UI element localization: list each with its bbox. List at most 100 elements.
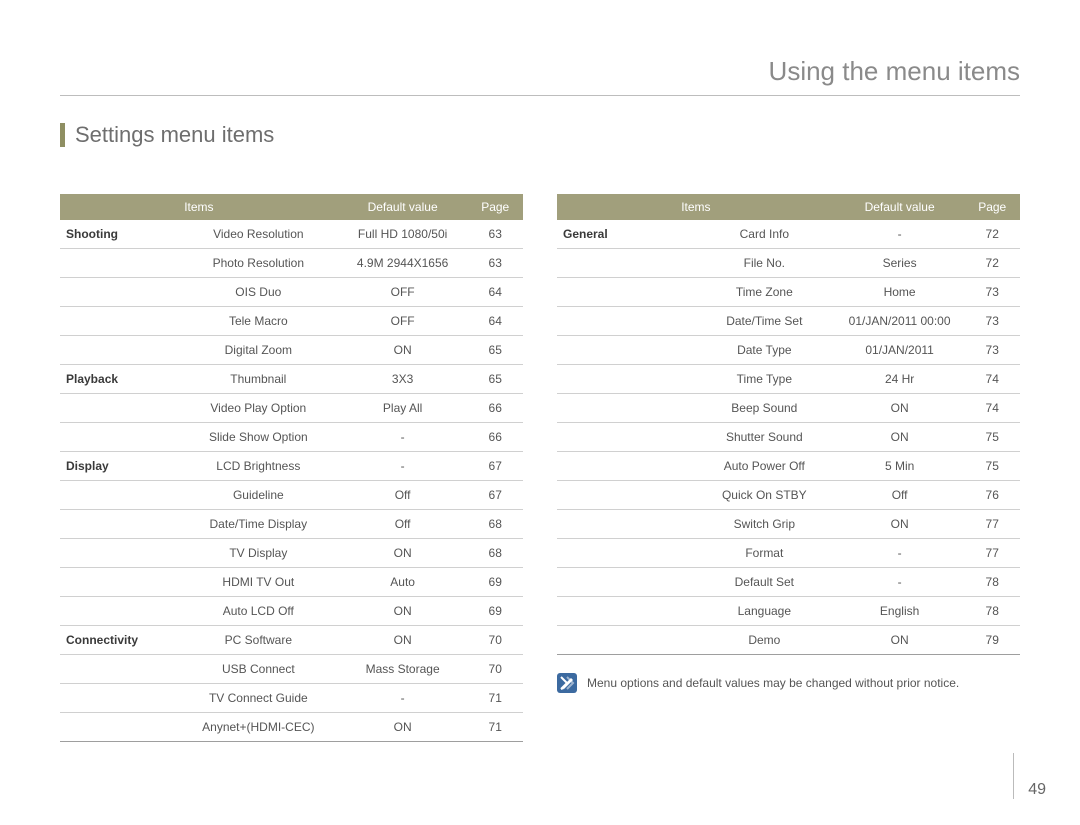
- table-row: Digital ZoomON65: [60, 336, 523, 365]
- table-row: Photo Resolution4.9M 2944X165663: [60, 249, 523, 278]
- table-row: USB ConnectMass Storage70: [60, 655, 523, 684]
- page-cell: 65: [467, 336, 523, 365]
- item-cell: Video Resolution: [179, 220, 338, 249]
- header-page: Page: [467, 194, 523, 220]
- item-cell: PC Software: [179, 626, 338, 655]
- page-cell: 72: [964, 249, 1020, 278]
- default-value-cell: ON: [835, 394, 965, 423]
- note-icon: [557, 673, 577, 693]
- default-value-cell: -: [835, 539, 965, 568]
- default-value-cell: Mass Storage: [338, 655, 468, 684]
- item-cell: Video Play Option: [179, 394, 338, 423]
- item-cell: Tele Macro: [179, 307, 338, 336]
- table-header-row: Items Default value Page: [60, 194, 523, 220]
- page-cell: 63: [467, 249, 523, 278]
- category-cell: [60, 249, 179, 278]
- category-cell: [60, 568, 179, 597]
- category-cell: [60, 336, 179, 365]
- default-value-cell: 4.9M 2944X1656: [338, 249, 468, 278]
- page-cell: 77: [964, 539, 1020, 568]
- table-row: ShootingVideo ResolutionFull HD 1080/50i…: [60, 220, 523, 249]
- default-value-cell: Play All: [338, 394, 468, 423]
- section-accent-bar: [60, 123, 65, 147]
- default-value-cell: -: [338, 423, 468, 452]
- default-value-cell: 24 Hr: [835, 365, 965, 394]
- category-cell: [557, 336, 694, 365]
- page-cell: 77: [964, 510, 1020, 539]
- item-cell: Quick On STBY: [694, 481, 835, 510]
- default-value-cell: 01/JAN/2011 00:00: [835, 307, 965, 336]
- category-cell: [557, 597, 694, 626]
- page-cell: 68: [467, 510, 523, 539]
- page-cell: 78: [964, 568, 1020, 597]
- settings-table-left: Items Default value Page ShootingVideo R…: [60, 194, 523, 742]
- left-column: Items Default value Page ShootingVideo R…: [60, 194, 523, 742]
- category-cell: [557, 423, 694, 452]
- table-row: Auto Power Off5 Min75: [557, 452, 1020, 481]
- item-cell: Auto LCD Off: [179, 597, 338, 626]
- category-cell: [60, 539, 179, 568]
- item-cell: USB Connect: [179, 655, 338, 684]
- default-value-cell: OFF: [338, 278, 468, 307]
- table-row: HDMI TV OutAuto69: [60, 568, 523, 597]
- default-value-cell: ON: [835, 510, 965, 539]
- default-value-cell: ON: [835, 423, 965, 452]
- page-cell: 69: [467, 597, 523, 626]
- item-cell: Date/Time Display: [179, 510, 338, 539]
- item-cell: Format: [694, 539, 835, 568]
- item-cell: Beep Sound: [694, 394, 835, 423]
- page-cell: 76: [964, 481, 1020, 510]
- category-cell: [60, 423, 179, 452]
- default-value-cell: Off: [338, 481, 468, 510]
- item-cell: Anynet+(HDMI-CEC): [179, 713, 338, 742]
- default-value-cell: -: [338, 684, 468, 713]
- item-cell: LCD Brightness: [179, 452, 338, 481]
- page-number: 49: [1013, 753, 1046, 799]
- item-cell: OIS Duo: [179, 278, 338, 307]
- default-value-cell: ON: [338, 626, 468, 655]
- table-row: PlaybackThumbnail3X365: [60, 365, 523, 394]
- default-value-cell: ON: [835, 626, 965, 655]
- item-cell: Guideline: [179, 481, 338, 510]
- default-value-cell: ON: [338, 597, 468, 626]
- manual-page: Using the menu items Settings menu items…: [0, 0, 1080, 742]
- header-page: Page: [964, 194, 1020, 220]
- category-cell: [557, 510, 694, 539]
- table-row: Date/Time Set01/JAN/2011 00:0073: [557, 307, 1020, 336]
- page-cell: 78: [964, 597, 1020, 626]
- default-value-cell: Home: [835, 278, 965, 307]
- default-value-cell: 3X3: [338, 365, 468, 394]
- category-cell: [60, 394, 179, 423]
- category-cell: [557, 539, 694, 568]
- category-cell: [557, 278, 694, 307]
- header-items: Items: [557, 194, 835, 220]
- table-row: Auto LCD OffON69: [60, 597, 523, 626]
- item-cell: Switch Grip: [694, 510, 835, 539]
- item-cell: Auto Power Off: [694, 452, 835, 481]
- default-value-cell: ON: [338, 713, 468, 742]
- chapter-title: Using the menu items: [60, 56, 1020, 96]
- table-row: OIS DuoOFF64: [60, 278, 523, 307]
- page-cell: 75: [964, 452, 1020, 481]
- table-row: Time Type24 Hr74: [557, 365, 1020, 394]
- item-cell: Date/Time Set: [694, 307, 835, 336]
- page-cell: 70: [467, 655, 523, 684]
- page-cell: 79: [964, 626, 1020, 655]
- page-cell: 71: [467, 684, 523, 713]
- category-cell: [60, 597, 179, 626]
- table-row: TV Connect Guide-71: [60, 684, 523, 713]
- table-row: Video Play OptionPlay All66: [60, 394, 523, 423]
- default-value-cell: Full HD 1080/50i: [338, 220, 468, 249]
- table-row: Date Type01/JAN/201173: [557, 336, 1020, 365]
- default-value-cell: ON: [338, 539, 468, 568]
- table-row: LanguageEnglish78: [557, 597, 1020, 626]
- page-cell: 67: [467, 452, 523, 481]
- default-value-cell: Auto: [338, 568, 468, 597]
- category-cell: [557, 481, 694, 510]
- item-cell: Default Set: [694, 568, 835, 597]
- section-heading: Settings menu items: [60, 122, 1020, 148]
- table-row: Format-77: [557, 539, 1020, 568]
- item-cell: Demo: [694, 626, 835, 655]
- table-row: GuidelineOff67: [60, 481, 523, 510]
- default-value-cell: Off: [338, 510, 468, 539]
